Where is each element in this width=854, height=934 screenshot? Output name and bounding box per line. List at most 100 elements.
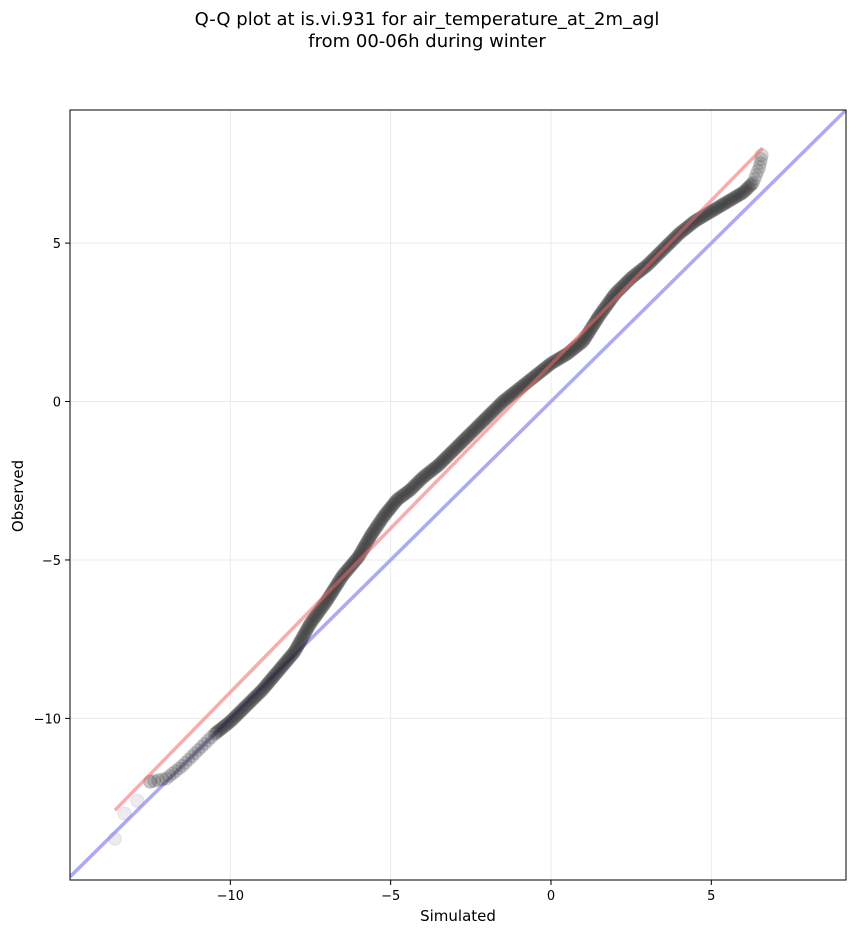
qq-point-327 bbox=[532, 365, 547, 380]
qq-point-477 bbox=[704, 204, 719, 219]
qq-point-278 bbox=[474, 416, 489, 431]
qq-point-201 bbox=[384, 500, 399, 515]
qq-point-302 bbox=[502, 389, 517, 404]
qq-point-258 bbox=[451, 438, 466, 453]
qq-point-490 bbox=[721, 194, 736, 209]
qq-point-254 bbox=[446, 443, 461, 458]
qq-point-112 bbox=[303, 616, 318, 631]
qq-point-70 bbox=[265, 670, 280, 685]
qq-point-194 bbox=[377, 508, 392, 523]
qq-point-239 bbox=[429, 459, 444, 474]
qq-point-38 bbox=[230, 707, 245, 722]
qq-point-85 bbox=[280, 653, 295, 668]
qq-point-293 bbox=[491, 399, 506, 414]
qq-point-484 bbox=[713, 198, 728, 213]
qq-point-5 bbox=[162, 769, 177, 784]
qq-point-246 bbox=[437, 452, 452, 467]
qq-point-221 bbox=[407, 478, 422, 493]
qq-point-94 bbox=[289, 642, 304, 656]
data-points bbox=[107, 148, 769, 846]
qq-point-16 bbox=[197, 736, 212, 751]
qq-point-11 bbox=[181, 752, 196, 767]
plot-frame bbox=[69, 109, 847, 881]
qq-point-375 bbox=[587, 315, 602, 330]
qq-point-295 bbox=[493, 396, 508, 411]
qq-point-344 bbox=[554, 350, 569, 365]
qq-point-188 bbox=[371, 516, 386, 531]
qq-point-200 bbox=[383, 501, 398, 516]
qq-point-229 bbox=[416, 469, 431, 484]
qq-point-116 bbox=[307, 611, 322, 626]
qq-point-98 bbox=[292, 636, 307, 651]
qq-point-219 bbox=[405, 480, 420, 495]
qq-point-243 bbox=[434, 455, 449, 470]
qq-point-159 bbox=[346, 555, 361, 570]
qq-point-244 bbox=[435, 454, 450, 469]
qq-point-224 bbox=[411, 475, 426, 490]
qq-point-461 bbox=[683, 217, 698, 232]
qq-point-4 bbox=[159, 771, 174, 786]
qq-point-55 bbox=[249, 688, 264, 703]
qq-point-189 bbox=[372, 515, 387, 530]
qq-point-509 bbox=[746, 175, 761, 190]
qq-point-79 bbox=[274, 660, 289, 675]
qq-point-120 bbox=[311, 605, 326, 620]
qq-point-72 bbox=[267, 668, 282, 683]
qq-point-504 bbox=[739, 181, 754, 196]
qq-point-75 bbox=[270, 665, 285, 680]
qq-point-207 bbox=[390, 492, 405, 507]
qq-point-204 bbox=[387, 496, 402, 511]
qq-point-474 bbox=[700, 206, 715, 221]
qq-point-301 bbox=[500, 390, 515, 405]
qq-point-478 bbox=[705, 203, 720, 218]
identity-line bbox=[70, 110, 846, 879]
qq-point-28 bbox=[218, 718, 233, 733]
qq-point-89 bbox=[284, 648, 299, 663]
qq-point-232 bbox=[420, 466, 435, 481]
qq-point-104 bbox=[297, 627, 312, 642]
qq-point-415 bbox=[629, 267, 644, 282]
qq-point-479 bbox=[706, 202, 721, 217]
qq-point-78 bbox=[273, 661, 288, 676]
qq-point-391 bbox=[602, 294, 617, 309]
qq-point-106 bbox=[298, 624, 313, 639]
qq-point-52 bbox=[246, 691, 261, 706]
qq-point-494 bbox=[727, 190, 742, 205]
qq-point-376 bbox=[588, 314, 603, 329]
qq-point-92 bbox=[287, 644, 302, 659]
qq-point-118 bbox=[309, 608, 324, 623]
qq-point-30 bbox=[220, 716, 235, 731]
y-tick-label-3: 5 bbox=[53, 237, 61, 252]
qq-point-241 bbox=[431, 457, 446, 472]
qq-point-138 bbox=[327, 582, 342, 597]
qq-point-501 bbox=[736, 185, 751, 200]
qq-point-237 bbox=[426, 461, 441, 476]
qq-point-57 bbox=[251, 686, 266, 701]
qq-point-480 bbox=[708, 202, 723, 217]
qq-point-15 bbox=[194, 739, 209, 754]
qq-point-102 bbox=[295, 630, 310, 645]
qq-point-187 bbox=[370, 518, 385, 533]
qq-point-27 bbox=[217, 719, 232, 734]
qq-point-76 bbox=[271, 663, 286, 678]
qq-point-160 bbox=[347, 554, 362, 569]
qq-point-84 bbox=[279, 654, 294, 669]
qq-point-290 bbox=[487, 402, 502, 417]
qq-point-49 bbox=[242, 695, 257, 710]
x-tick-label-0: −10 bbox=[217, 889, 244, 904]
qq-point-155 bbox=[342, 560, 357, 575]
qq-point-95 bbox=[289, 640, 304, 655]
qq-point-154 bbox=[341, 561, 356, 576]
qq-point-123 bbox=[313, 601, 328, 616]
qq-point-222 bbox=[408, 477, 423, 492]
qq-point-60 bbox=[255, 682, 270, 697]
qq-point-416 bbox=[630, 266, 645, 281]
qq-point-273 bbox=[468, 421, 483, 436]
qq-point-294 bbox=[492, 397, 507, 412]
fit-line bbox=[113, 146, 764, 812]
qq-point-177 bbox=[362, 531, 377, 546]
qq-point-361 bbox=[576, 334, 591, 349]
qq-point-10 bbox=[178, 755, 193, 770]
qq-point-17 bbox=[200, 733, 215, 748]
qq-point-223 bbox=[409, 476, 424, 491]
